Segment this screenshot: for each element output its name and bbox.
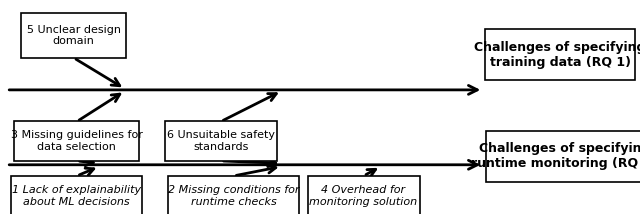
Text: 6 Unsuitable safety
standards: 6 Unsuitable safety standards [167, 131, 275, 152]
Text: 5 Unclear design
domain: 5 Unclear design domain [27, 25, 120, 46]
FancyBboxPatch shape [486, 131, 640, 182]
Text: 2 Missing conditions for
runtime checks: 2 Missing conditions for runtime checks [168, 185, 300, 207]
FancyBboxPatch shape [20, 13, 127, 58]
FancyBboxPatch shape [485, 29, 636, 80]
Text: Challenges of specifying
runtime monitoring (RQ 2): Challenges of specifying runtime monitor… [472, 142, 640, 170]
FancyBboxPatch shape [307, 176, 420, 214]
Text: Challenges of specifying
training data (RQ 1): Challenges of specifying training data (… [474, 41, 640, 68]
FancyBboxPatch shape [164, 122, 276, 161]
FancyBboxPatch shape [168, 176, 300, 214]
Text: 3 Missing guidelines for
data selection: 3 Missing guidelines for data selection [11, 131, 143, 152]
FancyBboxPatch shape [14, 122, 140, 161]
Text: 1 Lack of explainability
about ML decisions: 1 Lack of explainability about ML decisi… [12, 185, 141, 207]
Text: 4 Overhead for
monitoring solution: 4 Overhead for monitoring solution [310, 185, 417, 207]
FancyBboxPatch shape [12, 176, 142, 214]
